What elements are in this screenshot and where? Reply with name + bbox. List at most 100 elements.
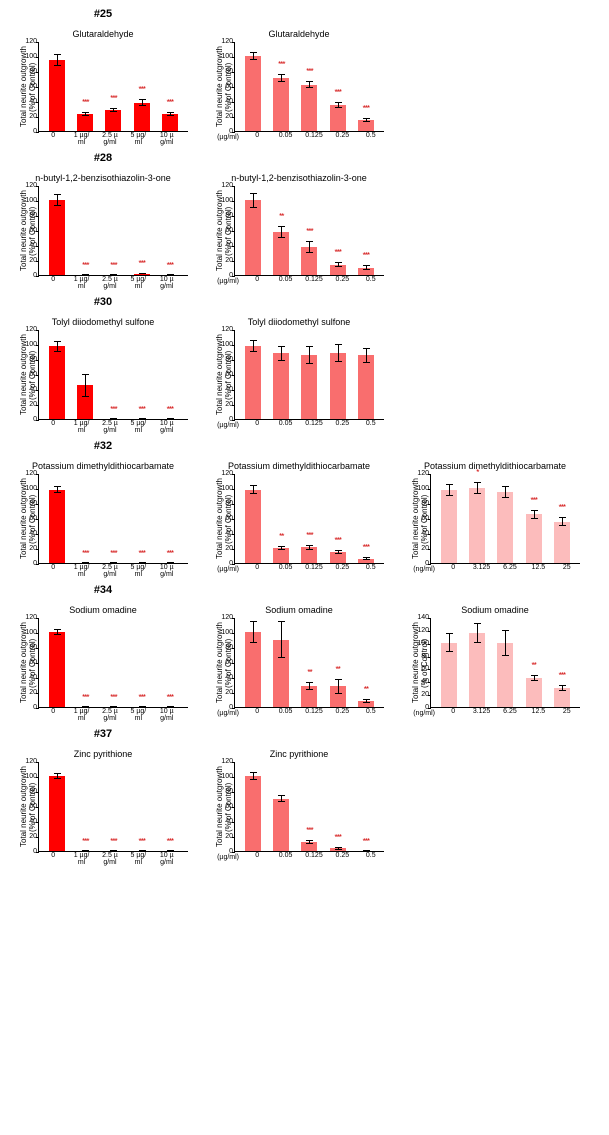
- x-labels: 01 µg/ml2.5 µg/ml5 µg/ml10 µg/ml: [35, 276, 185, 290]
- bar-group: ***: [76, 617, 94, 707]
- bar-group: ***: [76, 41, 94, 131]
- error-bar: [309, 241, 310, 253]
- bar-group: ***: [300, 761, 318, 851]
- chart-row: #32Potassium dimethyldithiocarbamateTota…: [8, 440, 601, 578]
- bar-group: ***: [553, 473, 571, 563]
- bar: [105, 110, 121, 131]
- chart-cell: #28n-butyl-1,2-benzisothiazolin-3-oneTot…: [8, 152, 198, 290]
- chart-cell: Tolyl diiodomethyl sulfoneTotal neurite …: [204, 296, 394, 434]
- x-labels: 00.050.1250.250.5: [239, 564, 389, 573]
- plot-area: 140120100806040200*****: [430, 618, 580, 708]
- bar: [441, 643, 457, 707]
- error-bar: [366, 699, 367, 704]
- chart-cell: Sodium omadineTotal neurite outgrowth (%…: [204, 584, 394, 722]
- plot-area: 120100806040200***********: [234, 186, 384, 276]
- x-tick-label: 5 µg/ml: [129, 564, 147, 578]
- x-tick-label: 10 µg/ml: [158, 708, 176, 722]
- bar-group: [48, 329, 66, 419]
- bar: [273, 78, 289, 131]
- x-tick-label: 5 µg/ml: [129, 132, 147, 146]
- significance-marker: ***: [133, 549, 151, 561]
- significance-marker: ***: [553, 671, 571, 683]
- plot-area: 120100806040200*********: [38, 330, 188, 420]
- chart-cell: Sodium omadineTotal neurite outgrowth (%…: [400, 584, 590, 722]
- significance-marker: [468, 609, 486, 621]
- plot-area: 120100806040200************: [38, 186, 188, 276]
- significance-marker: [440, 619, 458, 631]
- bar-group: [244, 617, 262, 707]
- x-tick-label: 25: [558, 708, 576, 717]
- bars-container: ************: [235, 42, 384, 131]
- chart-title: Tolyl diiodomethyl sulfone: [248, 308, 351, 328]
- bar-group: ***: [300, 41, 318, 131]
- significance-marker: ***: [161, 837, 179, 849]
- bar-group: ***: [133, 41, 151, 131]
- bar-group: ***: [300, 185, 318, 275]
- error-bar: [309, 81, 310, 89]
- bars-container: ************: [39, 762, 188, 851]
- bar-group: ***: [104, 617, 122, 707]
- y-ticks: 120100806040200: [213, 614, 233, 711]
- significance-marker: **: [300, 668, 318, 680]
- bar-group: [244, 761, 262, 851]
- bars-container: *******: [431, 474, 580, 563]
- x-labels: 03.1256.2512.525: [435, 708, 585, 717]
- x-tick-label: 0.25: [333, 708, 351, 717]
- bar: [77, 114, 93, 131]
- x-tick-label: 0.05: [277, 276, 295, 285]
- bar-group: [496, 617, 514, 707]
- bar: [330, 105, 346, 131]
- bar: [469, 488, 485, 563]
- x-tick-label: 10 µg/ml: [158, 132, 176, 146]
- error-bar: [253, 52, 254, 60]
- error-bar: [281, 795, 282, 803]
- significance-marker: ***: [133, 259, 151, 271]
- x-tick-label: 10 µg/ml: [158, 564, 176, 578]
- x-tick-label: 0.5: [362, 276, 380, 285]
- x-tick-label: 1 µg/ml: [73, 708, 91, 722]
- bar-group: ***: [553, 617, 571, 707]
- significance-marker: ***: [76, 549, 94, 561]
- bars-container: ************: [39, 474, 188, 563]
- bars-container: *****: [431, 618, 580, 707]
- bar-group: ***: [329, 473, 347, 563]
- chart-title: Tolyl diiodomethyl sulfone: [52, 308, 155, 328]
- x-tick-label: 0: [248, 564, 266, 573]
- y-ticks: 120100806040200: [213, 38, 233, 135]
- x-tick-label: 0.25: [333, 276, 351, 285]
- bar-group: ***: [76, 473, 94, 563]
- error-bar: [366, 348, 367, 363]
- error-bar: [309, 545, 310, 550]
- significance-marker: [48, 327, 66, 339]
- error-bar: [281, 74, 282, 82]
- bar-group: **: [525, 617, 543, 707]
- bar-group: ***: [161, 761, 179, 851]
- error-bar: [57, 194, 58, 206]
- x-tick-label: 2.5 µg/ml: [101, 420, 119, 434]
- significance-marker: [244, 179, 262, 191]
- chart-cell: #32Potassium dimethyldithiocarbamateTota…: [8, 440, 198, 578]
- bar: [162, 114, 178, 131]
- significance-marker: ***: [300, 67, 318, 79]
- x-tick-label: 25: [558, 564, 576, 573]
- significance-marker: [329, 330, 347, 342]
- x-labels: 00.050.1250.250.5: [239, 132, 389, 141]
- bar: [134, 103, 150, 132]
- bar-group: [76, 329, 94, 419]
- x-labels: 01 µg/ml2.5 µg/ml5 µg/ml10 µg/ml: [35, 852, 185, 866]
- significance-marker: ***: [161, 549, 179, 561]
- chart-row: #34Sodium omadineTotal neurite outgrowth…: [8, 584, 601, 722]
- chart-cell: #30Tolyl diiodomethyl sulfoneTotal neuri…: [8, 296, 198, 434]
- bar-group: ***: [104, 185, 122, 275]
- chart-cell: #37Zinc pyrithioneTotal neurite outgrowt…: [8, 728, 198, 866]
- significance-marker: ***: [104, 837, 122, 849]
- chart-title: Zinc pyrithione: [74, 740, 133, 760]
- x-tick-label: 0.125: [305, 708, 323, 717]
- bar-group: ***: [104, 41, 122, 131]
- bar: [245, 56, 261, 131]
- x-tick-label: 12.5: [529, 564, 547, 573]
- x-tick-label: 2.5 µg/ml: [101, 132, 119, 146]
- bars-container: *********: [235, 762, 384, 851]
- significance-marker: ***: [357, 251, 375, 263]
- x-tick-label: 0.125: [305, 276, 323, 285]
